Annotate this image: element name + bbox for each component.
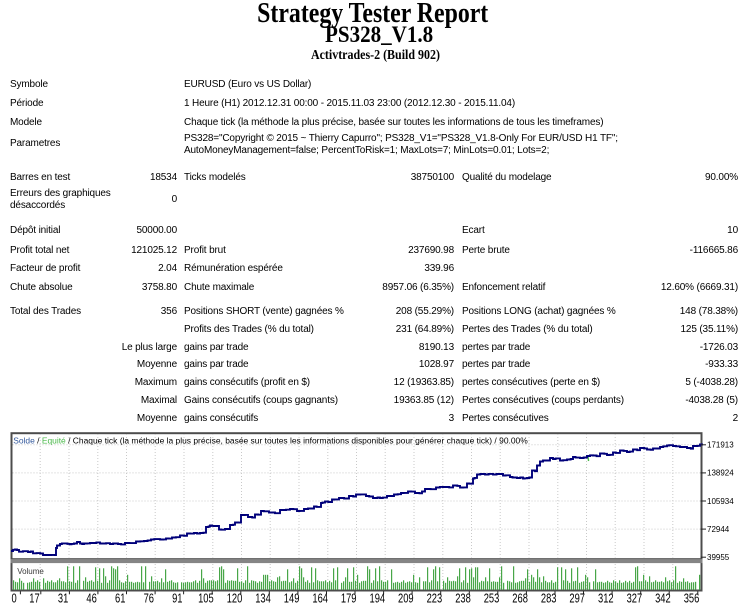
svg-text:39955: 39955 <box>707 553 730 562</box>
svg-text:91: 91 <box>172 592 182 606</box>
svg-text:312: 312 <box>598 592 614 606</box>
svg-text:327: 327 <box>627 592 643 606</box>
svg-text:17: 17 <box>29 592 39 606</box>
svg-text:164: 164 <box>312 592 328 606</box>
svg-text:171913: 171913 <box>707 441 734 450</box>
svg-text:297: 297 <box>569 592 585 606</box>
svg-text:223: 223 <box>427 592 443 606</box>
svg-text:179: 179 <box>341 592 357 606</box>
svg-text:209: 209 <box>398 592 414 606</box>
svg-text:342: 342 <box>655 592 671 606</box>
svg-text:268: 268 <box>512 592 528 606</box>
svg-text:138924: 138924 <box>707 469 734 478</box>
svg-text:46: 46 <box>86 592 96 606</box>
svg-text:72944: 72944 <box>707 525 730 534</box>
svg-text:105: 105 <box>198 592 214 606</box>
svg-text:134: 134 <box>255 592 271 606</box>
svg-text:105934: 105934 <box>707 497 734 506</box>
svg-text:253: 253 <box>484 592 500 606</box>
svg-text:356: 356 <box>684 592 700 606</box>
svg-text:283: 283 <box>541 592 557 606</box>
svg-text:76: 76 <box>144 592 154 606</box>
svg-text:238: 238 <box>455 592 471 606</box>
svg-text:31: 31 <box>58 592 68 606</box>
svg-text:194: 194 <box>370 592 386 606</box>
svg-text:120: 120 <box>227 592 243 606</box>
svg-text:Volume: Volume <box>17 567 44 576</box>
svg-text:Solde / Equité / Chaque tick (: Solde / Equité / Chaque tick (la méthode… <box>13 436 528 446</box>
svg-text:61: 61 <box>115 592 125 606</box>
svg-text:149: 149 <box>284 592 300 606</box>
svg-text:0: 0 <box>11 592 16 606</box>
